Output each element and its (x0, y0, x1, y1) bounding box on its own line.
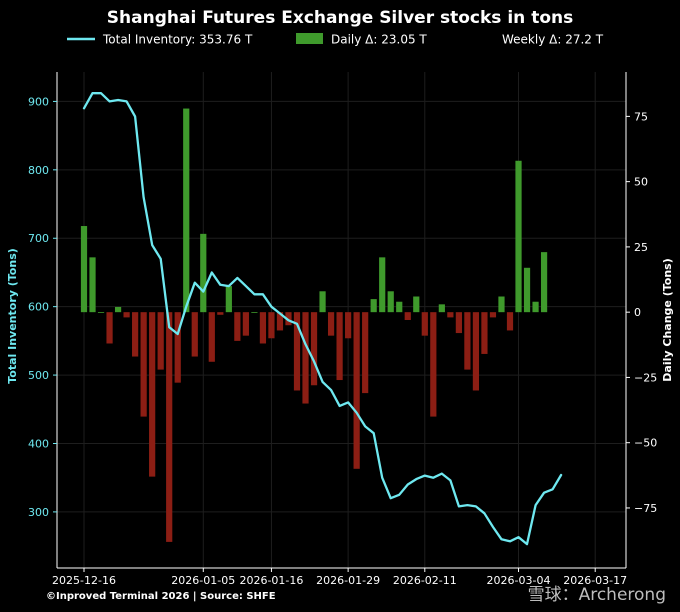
daily-change-bar (285, 312, 292, 326)
daily-change-bar (362, 312, 369, 394)
daily-change-bar (132, 312, 139, 357)
daily-change-bar (481, 312, 488, 354)
daily-change-bar (532, 301, 539, 313)
daily-change-bar (97, 312, 105, 313)
daily-change-bar (106, 312, 113, 344)
daily-change-bar (225, 286, 232, 313)
daily-change-bar (166, 312, 173, 542)
legend-bar-swatch (296, 33, 323, 44)
daily-change-bar (251, 312, 258, 313)
left-axis-ticks: 300 400 500 600 700 800 900 (28, 95, 57, 519)
daily-change-bar (310, 312, 318, 386)
daily-change-bar (413, 296, 420, 313)
x-tick-label: 2025-12-16 (52, 574, 116, 587)
daily-change-bar (208, 312, 215, 362)
right-tick-label: −50 (634, 437, 657, 450)
right-tick-label: 75 (634, 110, 648, 123)
daily-change-bar (140, 312, 147, 417)
legend: Total Inventory: 353.76 T Daily Δ: 23.05… (67, 33, 604, 47)
left-tick-label: 600 (28, 301, 49, 314)
daily-change-bars (80, 108, 548, 542)
daily-change-bar (523, 267, 531, 313)
daily-change-bar (430, 312, 437, 417)
daily-change-bar (447, 312, 454, 318)
inventory-line (82, 92, 563, 546)
daily-change-bar (336, 312, 343, 381)
daily-change-bar (327, 312, 335, 336)
daily-change-bar (396, 301, 403, 313)
x-tick-label: 2026-01-05 (171, 574, 235, 587)
daily-change-bar (123, 312, 130, 318)
x-tick-label: 2026-03-04 (487, 574, 551, 587)
source-footer: ©Inproved Terminal 2026 | Source: SHFE (46, 591, 276, 602)
x-tick-label: 2026-03-17 (563, 574, 627, 587)
right-tick-label: −25 (634, 371, 657, 384)
x-tick-label: 2026-01-29 (316, 574, 380, 587)
daily-change-bar (319, 291, 326, 313)
daily-change-bar (89, 257, 96, 313)
right-tick-label: 50 (634, 176, 648, 189)
daily-change-bar (515, 160, 522, 313)
daily-change-bar (379, 257, 386, 313)
daily-change-bar (353, 312, 360, 469)
left-axis-label: Total Inventory (Tons) (6, 248, 19, 384)
left-tick-label: 300 (28, 506, 49, 519)
left-tick-label: 700 (28, 232, 49, 245)
daily-change-bar (404, 312, 411, 320)
daily-change-bar (217, 312, 224, 315)
chart-title: Shanghai Futures Exchange Silver stocks … (107, 8, 573, 28)
daily-change-bar (183, 108, 190, 313)
daily-change-bar (293, 312, 301, 391)
daily-change-bar (455, 312, 462, 334)
legend-weekly-label: Weekly Δ: 27.2 T (502, 33, 604, 47)
daily-change-bar (302, 312, 309, 404)
watermark: 雪球：Archerong (527, 585, 666, 605)
right-axis-label: Daily Change (Tons) (661, 258, 674, 381)
right-tick-label: 25 (634, 241, 648, 254)
daily-change-bar (540, 252, 548, 313)
daily-change-bar (345, 312, 352, 339)
daily-change-bar (149, 312, 156, 477)
x-tick-label: 2026-01-16 (239, 574, 303, 587)
daily-change-bar (421, 312, 428, 336)
daily-change-bar (191, 312, 198, 357)
x-tick-label: 2026-02-11 (393, 574, 457, 587)
inventory-line-group (82, 92, 563, 546)
axes-frame (56, 72, 627, 569)
left-tick-label: 900 (28, 95, 49, 108)
x-axis-ticks: 2025-12-16 2026-01-05 2026-01-16 2026-01-29… (52, 568, 627, 587)
daily-change-bar (268, 312, 275, 339)
daily-change-bar (464, 312, 471, 370)
daily-change-bar (114, 306, 122, 313)
daily-change-bar (438, 304, 445, 313)
daily-change-bar (80, 226, 88, 313)
daily-change-bar (489, 312, 497, 318)
right-axis-ticks: −75 −50 −25 0 25 50 75 (626, 110, 657, 515)
daily-change-bar (242, 312, 249, 336)
right-tick-label: 0 (634, 306, 641, 319)
left-tick-label: 400 (28, 437, 49, 450)
left-tick-label: 800 (28, 164, 49, 177)
legend-daily-label: Daily Δ: 23.05 T (331, 33, 427, 47)
daily-change-bar (506, 312, 514, 331)
daily-change-bar (472, 312, 480, 391)
right-tick-label: −75 (634, 502, 657, 515)
left-tick-label: 500 (28, 369, 49, 382)
legend-inventory-label: Total Inventory: 353.76 T (102, 33, 253, 47)
daily-change-bar (370, 299, 377, 313)
daily-change-bar (259, 312, 267, 344)
daily-change-bar (157, 312, 164, 370)
daily-change-bar (387, 291, 394, 313)
daily-change-bar (200, 233, 207, 313)
daily-change-bar (276, 312, 284, 331)
daily-change-bar (498, 296, 505, 313)
daily-change-bar (234, 312, 241, 341)
daily-change-bar (174, 312, 181, 383)
